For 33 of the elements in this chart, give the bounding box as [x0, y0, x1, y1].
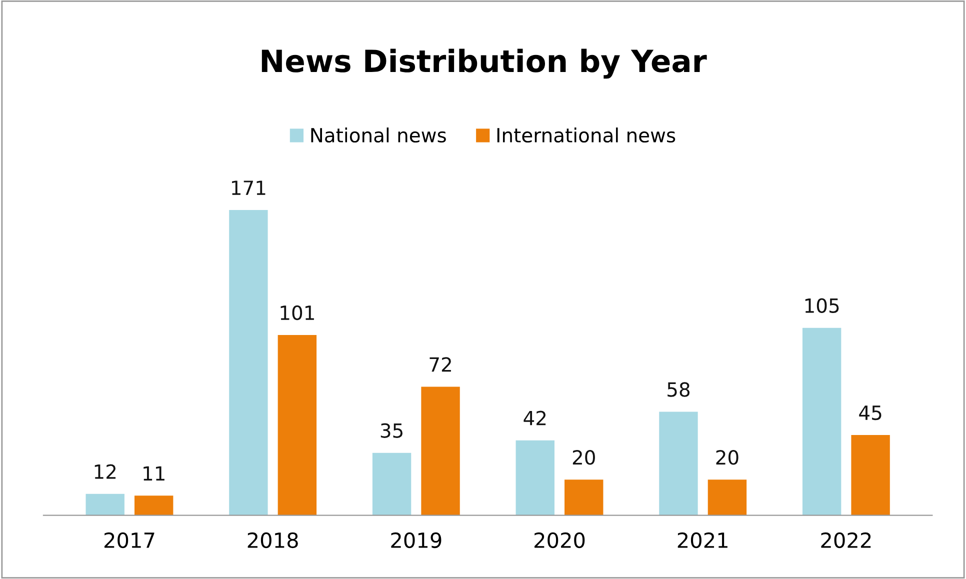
- data-label: 12: [94, 464, 116, 479]
- data-label: 72: [430, 357, 451, 372]
- data-label: 101: [280, 305, 314, 320]
- bar: [278, 334, 317, 516]
- x-tick-label: 2019: [391, 532, 442, 548]
- x-tick-label: 2018: [248, 532, 298, 548]
- bar: [802, 328, 842, 516]
- bar: [708, 480, 747, 516]
- data-label: 20: [572, 450, 595, 465]
- data-label: 42: [524, 410, 546, 426]
- legend-label: International news: [497, 128, 676, 143]
- bar: [421, 386, 460, 516]
- data-label: 20: [716, 450, 738, 465]
- x-tick-label: 2020: [534, 532, 585, 548]
- data-label: 171: [232, 180, 266, 195]
- bar: [134, 496, 174, 516]
- data-label: 35: [380, 423, 402, 438]
- bar: [851, 434, 890, 516]
- bar: [564, 480, 604, 516]
- data-label: 105: [805, 298, 839, 313]
- data-label: 58: [668, 382, 690, 397]
- data-label: 11: [144, 466, 164, 481]
- bar: [86, 494, 124, 516]
- data-label: 45: [859, 406, 882, 420]
- x-tick-label: 2022: [821, 532, 871, 548]
- bar: [516, 440, 554, 516]
- x-tick-label: 2021: [678, 532, 728, 548]
- bar: [659, 412, 698, 516]
- chart-title: News Distribution by Year: [262, 48, 707, 79]
- bar: [229, 210, 268, 516]
- bar: [372, 452, 412, 516]
- x-tick-label: 2017: [104, 532, 154, 548]
- legend-label: National news: [311, 128, 446, 143]
